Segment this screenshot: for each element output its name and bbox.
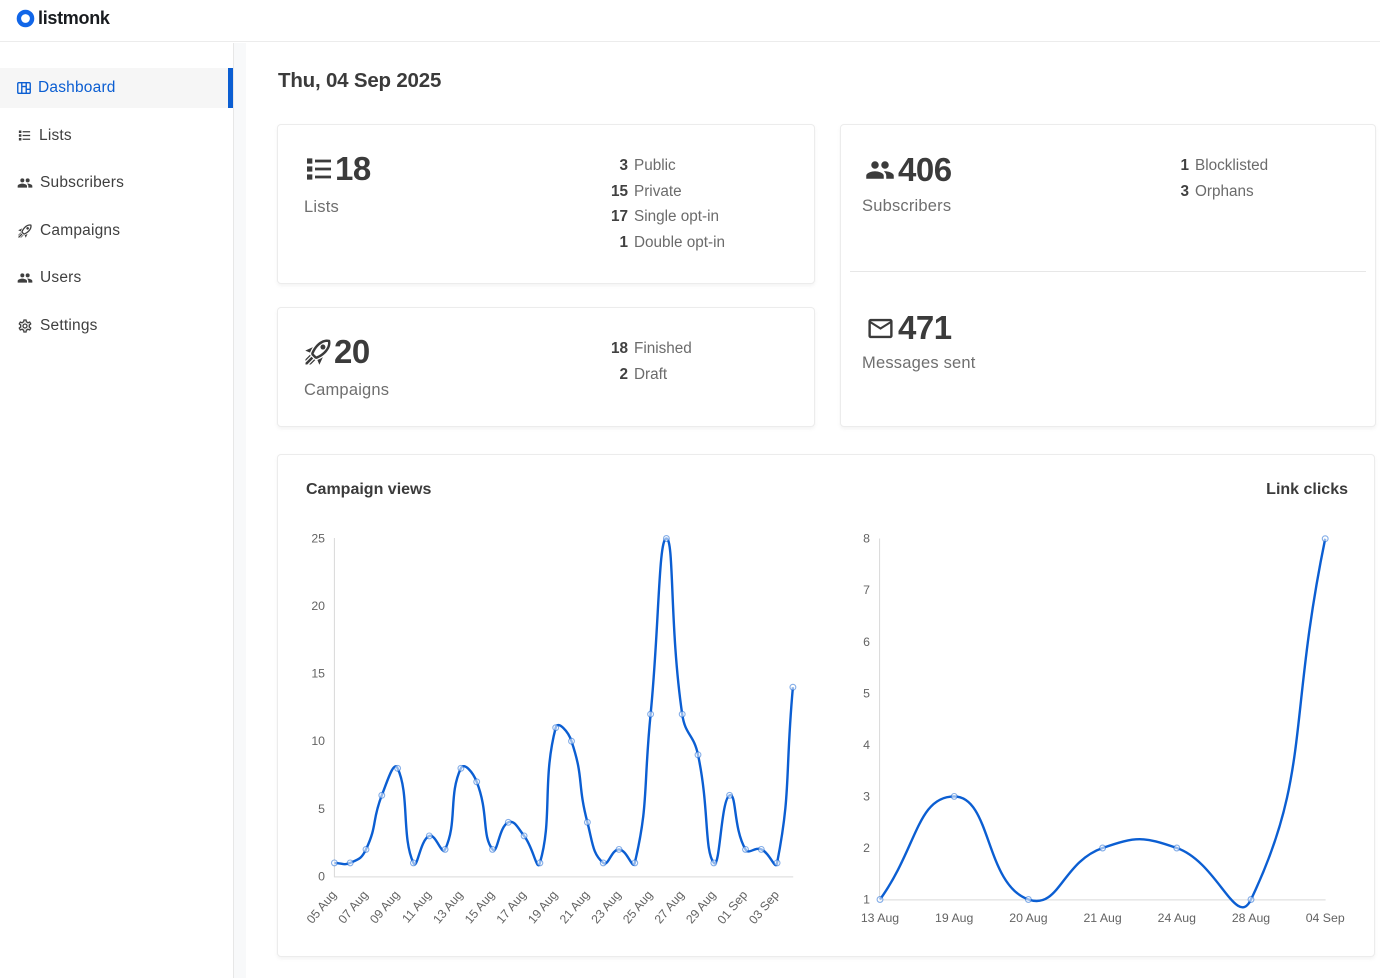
svg-text:23 Aug: 23 Aug — [588, 888, 623, 926]
svg-text:3: 3 — [863, 789, 870, 803]
svg-text:6: 6 — [863, 635, 870, 649]
svg-text:04 Sep: 04 Sep — [1306, 911, 1345, 925]
svg-text:13 Aug: 13 Aug — [861, 911, 899, 925]
svg-text:8: 8 — [863, 532, 870, 546]
svg-text:19 Aug: 19 Aug — [525, 888, 560, 926]
svg-text:07 Aug: 07 Aug — [335, 888, 370, 926]
svg-text:25: 25 — [311, 532, 325, 546]
svg-text:11 Aug: 11 Aug — [399, 888, 434, 926]
svg-text:29 Aug: 29 Aug — [683, 888, 718, 926]
svg-text:1: 1 — [863, 893, 870, 907]
svg-text:13 Aug: 13 Aug — [430, 888, 465, 926]
svg-text:0: 0 — [318, 869, 325, 883]
svg-text:17 Aug: 17 Aug — [494, 888, 529, 926]
svg-text:5: 5 — [863, 686, 870, 700]
svg-text:5: 5 — [318, 802, 325, 816]
svg-text:24 Aug: 24 Aug — [1158, 911, 1196, 925]
svg-text:20 Aug: 20 Aug — [1009, 911, 1047, 925]
svg-text:10: 10 — [311, 734, 325, 748]
svg-text:05 Aug: 05 Aug — [304, 888, 339, 926]
svg-text:15: 15 — [311, 667, 325, 681]
svg-text:25 Aug: 25 Aug — [620, 888, 655, 926]
svg-text:20: 20 — [311, 599, 325, 613]
svg-text:28 Aug: 28 Aug — [1232, 911, 1270, 925]
svg-text:09 Aug: 09 Aug — [367, 888, 402, 926]
svg-text:21 Aug: 21 Aug — [557, 888, 592, 926]
svg-text:03 Sep: 03 Sep — [746, 888, 782, 927]
svg-text:19 Aug: 19 Aug — [935, 911, 973, 925]
svg-text:21 Aug: 21 Aug — [1083, 911, 1121, 925]
svg-text:15 Aug: 15 Aug — [462, 888, 497, 926]
svg-text:4: 4 — [863, 738, 870, 752]
svg-text:2: 2 — [863, 841, 870, 855]
svg-text:27 Aug: 27 Aug — [652, 888, 687, 926]
svg-text:01 Sep: 01 Sep — [715, 888, 751, 927]
svg-text:7: 7 — [863, 583, 870, 597]
